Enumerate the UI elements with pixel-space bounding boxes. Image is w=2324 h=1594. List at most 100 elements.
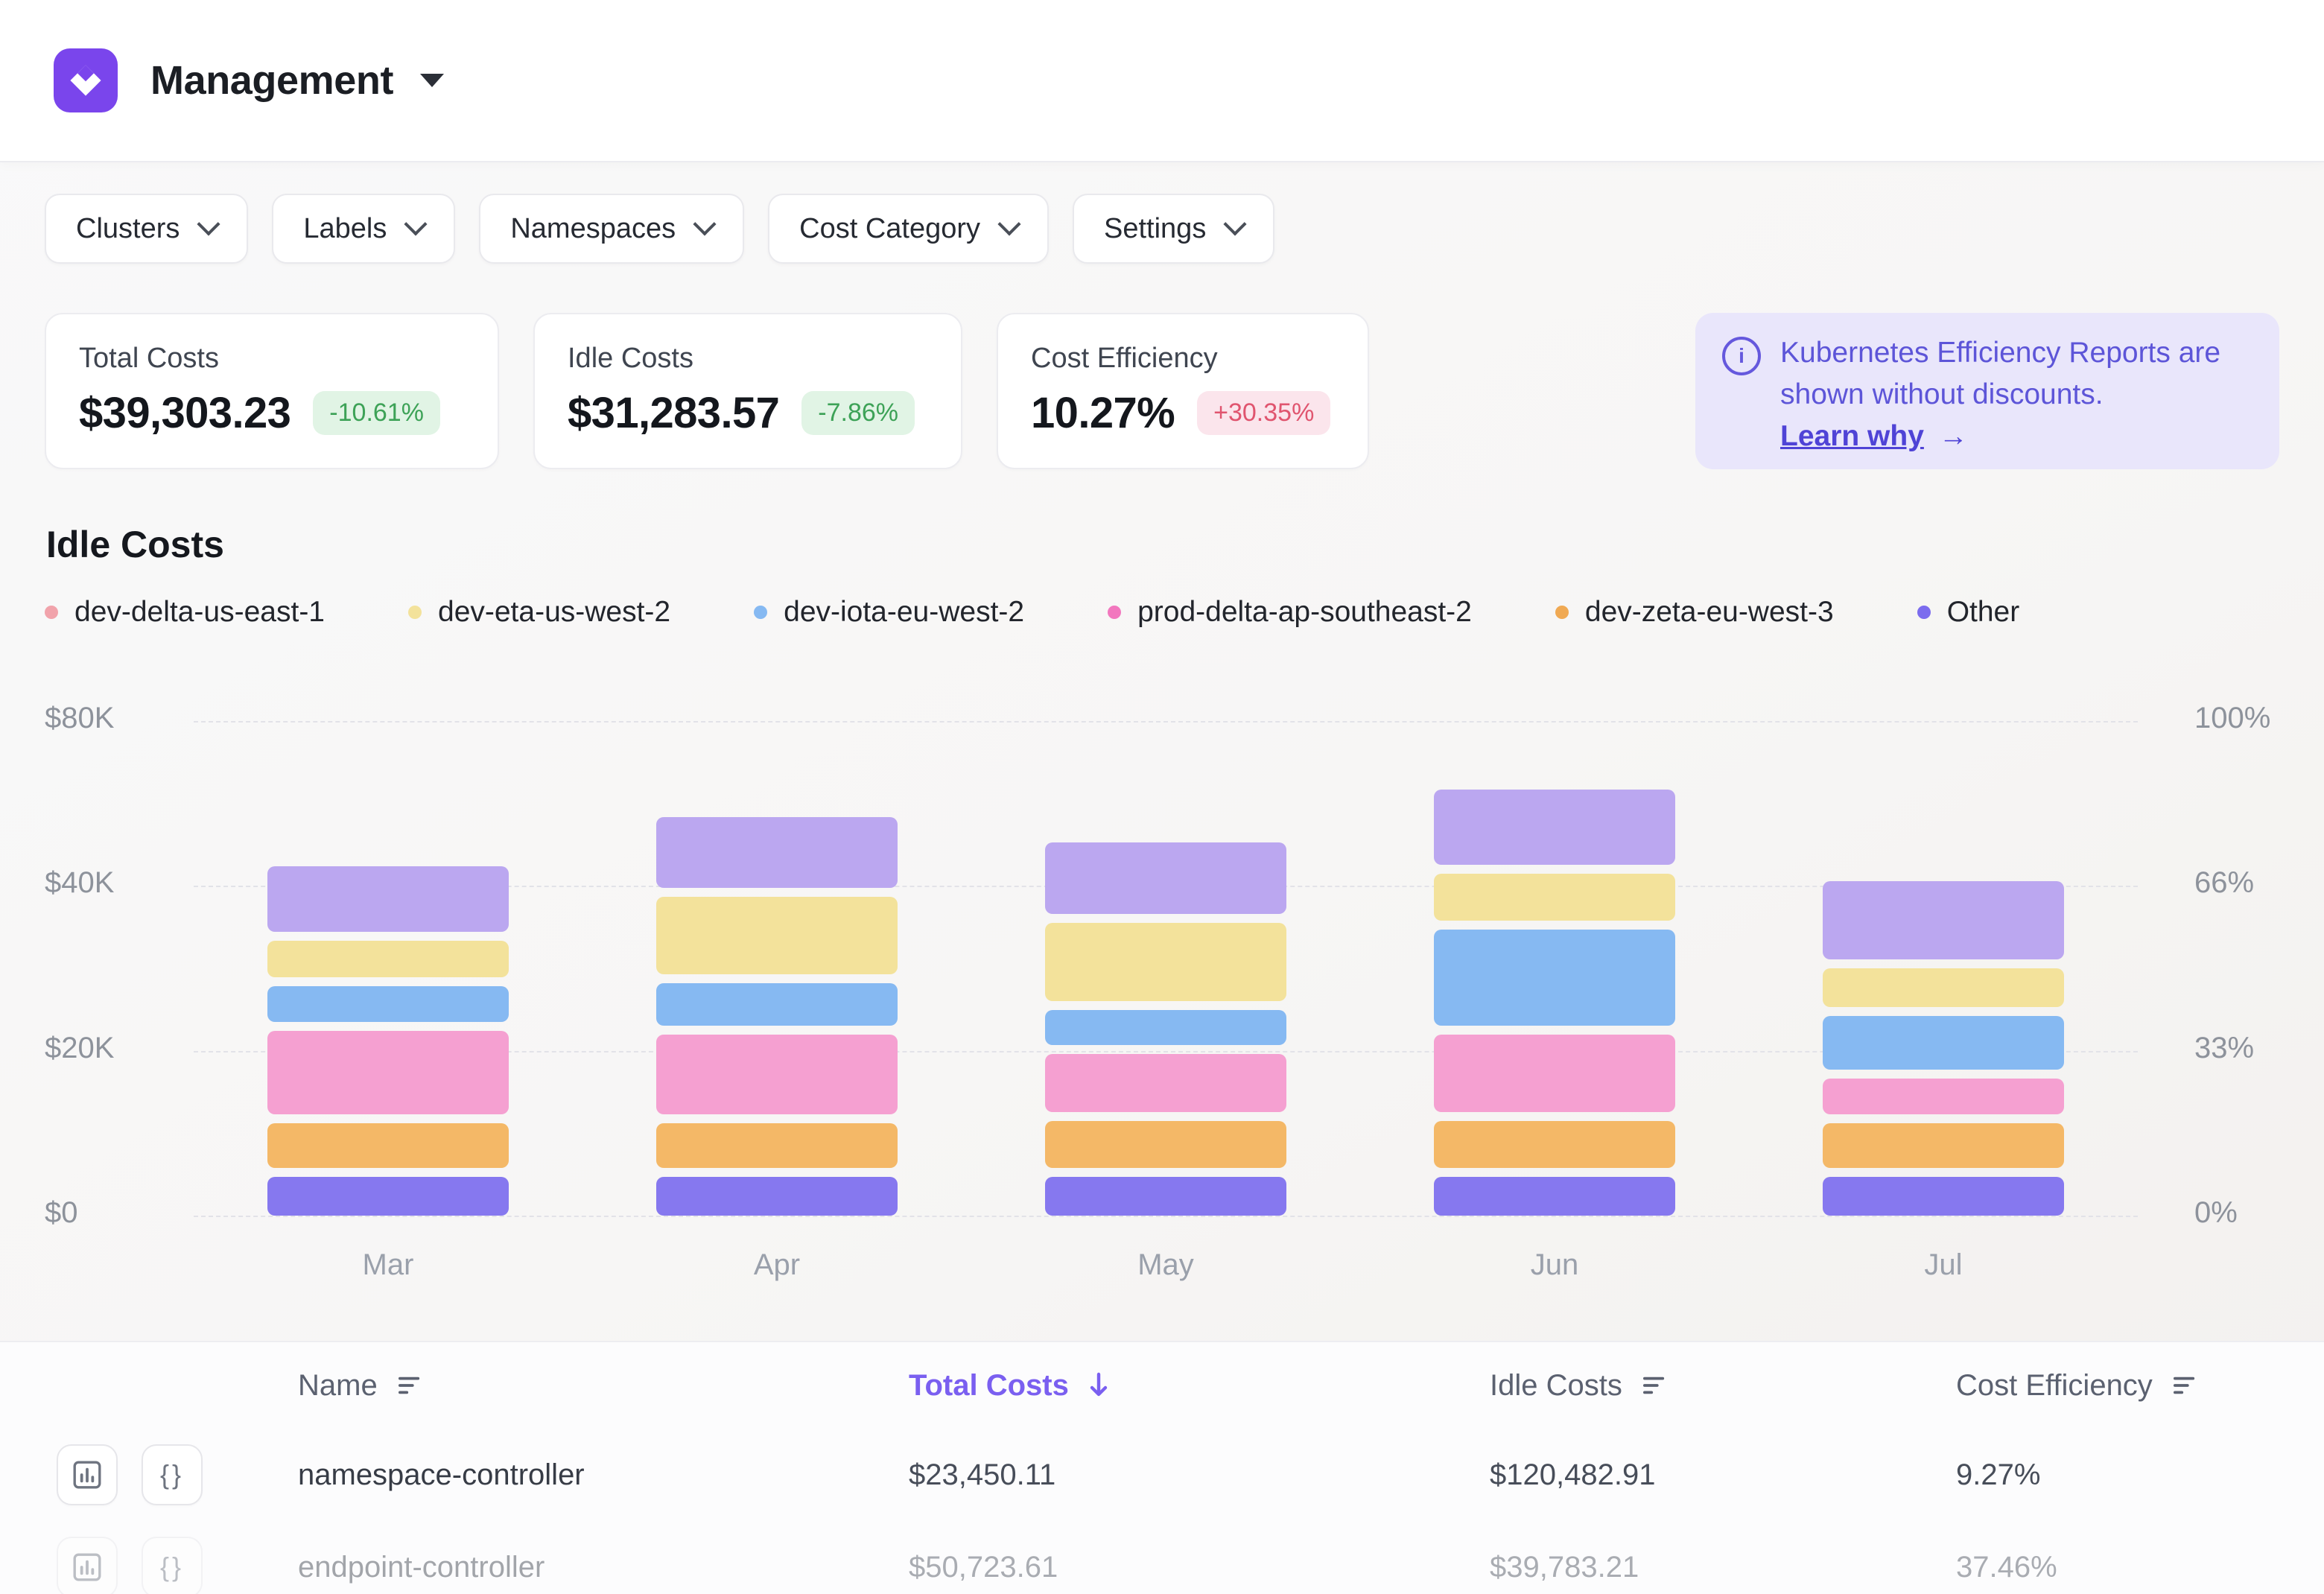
x-axis-label: Apr xyxy=(753,1248,801,1281)
bar-segment-dev-eta-us-west-2[interactable] xyxy=(656,896,898,974)
top-bar: Management xyxy=(0,0,2324,161)
kpi-card-total-costs: Total Costs $39,303.23 -10.61% xyxy=(45,313,499,469)
legend-label: dev-iota-eu-west-2 xyxy=(784,596,1025,628)
bar-segment-dev-delta-us-east-1[interactable] xyxy=(1823,881,2064,959)
legend-label: Other xyxy=(1946,596,2020,628)
view-spec-button[interactable]: {} xyxy=(142,1537,203,1594)
bar-segment-other[interactable] xyxy=(1434,1176,1675,1216)
info-icon: i xyxy=(1722,337,1761,375)
open-chart-button[interactable] xyxy=(57,1537,118,1594)
diamond-logo-icon xyxy=(70,65,101,96)
bar-segment-dev-zeta-eu-west-3[interactable] xyxy=(656,1123,898,1168)
bar-segment-prod-delta-ap-southeast-2[interactable] xyxy=(1434,1034,1675,1112)
bar-segment-other[interactable] xyxy=(267,1176,509,1216)
kpi-label: Total Costs xyxy=(79,343,219,374)
legend-dot-icon xyxy=(1108,606,1122,619)
kpi-delta-badge-2: +30.35% xyxy=(1197,391,1331,435)
gridline xyxy=(194,1050,2138,1052)
legend-label: prod-delta-ap-southeast-2 xyxy=(1137,596,1472,628)
bar-segment-dev-iota-eu-west-2[interactable] xyxy=(1823,1016,2064,1070)
bar-segment-other[interactable] xyxy=(1045,1176,1286,1216)
bar-segment-dev-zeta-eu-west-3[interactable] xyxy=(1434,1120,1675,1168)
sort-icon xyxy=(398,1377,419,1394)
filter-clusters[interactable]: Clusters xyxy=(45,194,249,264)
bar-chart-icon xyxy=(73,1461,101,1489)
bar-segment-dev-eta-us-west-2[interactable] xyxy=(267,941,509,978)
bar-segment-dev-zeta-eu-west-3[interactable] xyxy=(1823,1123,2064,1168)
legend-item[interactable]: dev-zeta-eu-west-3 xyxy=(1555,596,1834,629)
bar-segment-dev-iota-eu-west-2[interactable] xyxy=(1045,1010,1286,1046)
braces-icon: {} xyxy=(159,1552,185,1582)
learn-why-link[interactable]: Learn why xyxy=(1780,420,1924,452)
title-dropdown-caret-icon[interactable] xyxy=(420,74,445,87)
chevron-down-icon xyxy=(997,212,1021,236)
filter-label: Cost Category xyxy=(799,212,981,244)
bar-segment-prod-delta-ap-southeast-2[interactable] xyxy=(267,1031,509,1115)
legend-label: dev-zeta-eu-west-3 xyxy=(1584,596,1834,628)
legend-item[interactable]: dev-iota-eu-west-2 xyxy=(754,596,1024,629)
stacked-bar-chart: $0 0% $20K 33% $40K 66% $80K 100% Mar Apr May Jun Ju… xyxy=(45,673,2279,1299)
bar-segment-other[interactable] xyxy=(1823,1176,2064,1216)
gridline xyxy=(194,1216,2138,1217)
bar-segment-dev-iota-eu-west-2[interactable] xyxy=(656,982,898,1026)
sort-icon xyxy=(2173,1377,2194,1394)
table-row[interactable]: {} endpoint-controller $50,723.61 $39,783.2… xyxy=(0,1521,2324,1594)
kpi-delta-badge-0: -10.61% xyxy=(313,391,440,435)
legend-dot-icon xyxy=(754,606,768,619)
view-spec-button[interactable]: {} xyxy=(142,1444,203,1505)
table-body: {} namespace-controller $23,450.11 $120,482… xyxy=(0,1429,2324,1594)
bar-segment-dev-delta-us-east-1[interactable] xyxy=(1434,789,1675,866)
row-idle-costs: $120,482.91 xyxy=(1490,1458,1656,1491)
bar-segment-dev-delta-us-east-1[interactable] xyxy=(656,817,898,888)
kpi-delta-badge-1: -7.86% xyxy=(801,391,915,435)
column-name[interactable]: Name xyxy=(298,1369,909,1403)
bar-segment-dev-zeta-eu-west-3[interactable] xyxy=(267,1123,509,1168)
row-total-costs: $23,450.11 xyxy=(909,1458,1056,1491)
bar-segment-dev-iota-eu-west-2[interactable] xyxy=(1434,929,1675,1026)
kpi-row: Total Costs $39,303.23 -10.61% Idle Cost… xyxy=(45,313,2279,469)
table-row[interactable]: {} namespace-controller $23,450.11 $120,482… xyxy=(0,1429,2324,1521)
app-logo-icon[interactable] xyxy=(54,48,118,112)
chevron-down-icon xyxy=(1223,212,1247,236)
legend-item[interactable]: Other xyxy=(1917,596,2020,629)
legend-item[interactable]: dev-eta-us-west-2 xyxy=(408,596,670,629)
bar-segment-prod-delta-ap-southeast-2[interactable] xyxy=(656,1034,898,1115)
chevron-down-icon xyxy=(197,212,220,236)
column-idle-costs[interactable]: Idle Costs xyxy=(1490,1369,1956,1403)
kpi-label: Idle Costs xyxy=(568,343,693,374)
filter-settings[interactable]: Settings xyxy=(1073,194,1275,264)
bar-segment-dev-eta-us-west-2[interactable] xyxy=(1434,874,1675,921)
row-actions: {} xyxy=(0,1537,298,1594)
chart-section-title: Idle Costs xyxy=(46,524,224,565)
open-chart-button[interactable] xyxy=(57,1444,118,1505)
column-label: Idle Costs xyxy=(1490,1368,1622,1402)
y-axis-tick-right: 100% xyxy=(2194,702,2271,734)
row-name: namespace-controller xyxy=(298,1458,585,1491)
bar-segment-dev-iota-eu-west-2[interactable] xyxy=(267,986,509,1023)
y-axis-tick-left: $0 xyxy=(45,1196,78,1229)
y-axis-tick-left: $40K xyxy=(45,866,115,900)
bar-segment-other[interactable] xyxy=(656,1176,898,1216)
kpi-card-cost-efficiency: Cost Efficiency 10.27% +30.35% xyxy=(997,313,1369,469)
legend-item[interactable]: dev-delta-us-east-1 xyxy=(45,596,325,629)
bar-segment-dev-delta-us-east-1[interactable] xyxy=(267,866,509,933)
bar-segment-dev-delta-us-east-1[interactable] xyxy=(1045,842,1286,915)
filter-namespaces[interactable]: Namespaces xyxy=(479,194,745,264)
column-total-costs[interactable]: Total Costs xyxy=(909,1369,1490,1403)
bar-segment-prod-delta-ap-southeast-2[interactable] xyxy=(1823,1079,2064,1115)
legend-item[interactable]: prod-delta-ap-southeast-2 xyxy=(1108,596,1472,629)
filter-labels[interactable]: Labels xyxy=(272,194,456,264)
bar-segment-dev-eta-us-west-2[interactable] xyxy=(1823,968,2064,1008)
filter-cost-category[interactable]: Cost Category xyxy=(768,194,1050,264)
bar-segment-dev-zeta-eu-west-3[interactable] xyxy=(1045,1120,1286,1168)
filter-label: Labels xyxy=(303,212,387,244)
row-cost-efficiency: 37.46% xyxy=(1956,1550,2057,1584)
bar-segment-prod-delta-ap-southeast-2[interactable] xyxy=(1045,1054,1286,1112)
column-cost-efficiency[interactable]: Cost Efficiency xyxy=(1956,1369,2324,1403)
column-label: Total Costs xyxy=(909,1368,1069,1402)
filter-label: Namespaces xyxy=(510,212,676,244)
kpi-value: $31,283.57 xyxy=(568,389,780,437)
kpi-card-idle-costs: Idle Costs $31,283.57 -7.86% xyxy=(533,313,962,469)
bar-segment-dev-eta-us-west-2[interactable] xyxy=(1045,923,1286,1002)
kpi-value: 10.27% xyxy=(1031,389,1175,437)
